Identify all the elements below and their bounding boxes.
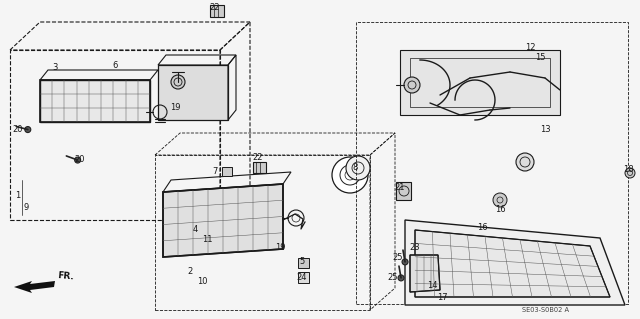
Circle shape xyxy=(332,157,368,193)
Circle shape xyxy=(398,275,404,281)
Polygon shape xyxy=(163,184,283,257)
Text: 8: 8 xyxy=(352,164,358,173)
Bar xyxy=(222,167,232,176)
Text: 11: 11 xyxy=(202,235,212,244)
Text: 15: 15 xyxy=(535,54,545,63)
Text: 16: 16 xyxy=(495,205,506,214)
Bar xyxy=(298,258,309,268)
Text: 7: 7 xyxy=(212,167,218,176)
Text: 24: 24 xyxy=(297,273,307,283)
Text: 13: 13 xyxy=(540,125,550,135)
Text: FR.: FR. xyxy=(57,271,74,281)
Polygon shape xyxy=(400,50,560,115)
Circle shape xyxy=(25,127,31,133)
Text: 2: 2 xyxy=(188,268,193,277)
Bar xyxy=(396,182,411,200)
Circle shape xyxy=(516,153,534,171)
Text: 20: 20 xyxy=(75,155,85,165)
Text: 9: 9 xyxy=(24,203,29,211)
Text: 22: 22 xyxy=(253,153,263,162)
Text: 5: 5 xyxy=(300,257,305,266)
Text: 22: 22 xyxy=(210,4,220,12)
Circle shape xyxy=(402,259,408,265)
Text: 20: 20 xyxy=(13,125,23,135)
Text: 23: 23 xyxy=(410,243,420,253)
Circle shape xyxy=(75,157,81,163)
Text: 25: 25 xyxy=(393,254,403,263)
Text: 17: 17 xyxy=(436,293,447,301)
Circle shape xyxy=(625,168,635,178)
Text: 19: 19 xyxy=(170,103,180,113)
Text: 6: 6 xyxy=(112,61,118,70)
Polygon shape xyxy=(415,230,610,297)
Polygon shape xyxy=(40,80,150,122)
Bar xyxy=(298,272,309,283)
Text: 21: 21 xyxy=(395,183,405,192)
Bar xyxy=(253,162,266,173)
Circle shape xyxy=(346,156,370,180)
Circle shape xyxy=(171,75,185,89)
Polygon shape xyxy=(410,255,440,292)
Text: 19: 19 xyxy=(275,243,285,253)
Text: 25: 25 xyxy=(388,273,398,283)
Text: 1: 1 xyxy=(15,190,20,199)
Text: 14: 14 xyxy=(427,280,437,290)
Bar xyxy=(210,5,224,17)
Text: 12: 12 xyxy=(525,43,535,53)
Text: 18: 18 xyxy=(623,166,634,174)
Text: 16: 16 xyxy=(477,224,487,233)
Text: 3: 3 xyxy=(52,63,58,72)
Text: 10: 10 xyxy=(196,278,207,286)
Polygon shape xyxy=(405,220,625,305)
Polygon shape xyxy=(158,65,228,120)
Polygon shape xyxy=(14,281,55,293)
Text: 4: 4 xyxy=(193,226,198,234)
Text: SE03-S0B02 A: SE03-S0B02 A xyxy=(522,307,568,313)
Circle shape xyxy=(493,193,507,207)
Circle shape xyxy=(404,77,420,93)
